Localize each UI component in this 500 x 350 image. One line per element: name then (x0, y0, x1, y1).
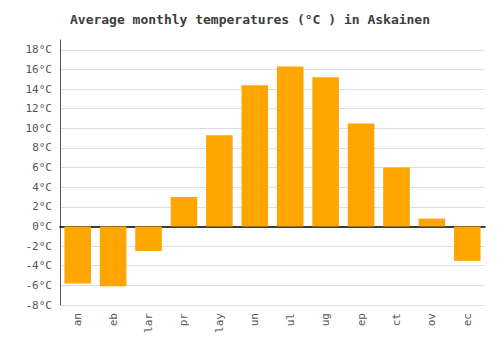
svg-text:eb: eb (107, 313, 120, 326)
svg-text:an: an (71, 313, 84, 326)
svg-text:lar: lar (142, 313, 155, 333)
svg-text:8°C: 8°C (32, 141, 52, 154)
svg-text:ct: ct (390, 313, 403, 326)
svg-text:-4°C: -4°C (26, 259, 53, 272)
svg-text:4°C: 4°C (32, 181, 52, 194)
svg-text:10°C: 10°C (26, 122, 53, 135)
svg-text:ep: ep (355, 313, 368, 326)
svg-text:0°C: 0°C (32, 220, 52, 233)
svg-text:16°C: 16°C (26, 63, 53, 76)
svg-text:14°C: 14°C (26, 83, 53, 96)
svg-text:18°C: 18°C (26, 43, 53, 56)
svg-text:-2°C: -2°C (26, 240, 53, 253)
svg-text:ul: ul (284, 313, 297, 326)
svg-text:6°C: 6°C (32, 161, 52, 174)
svg-text:pr: pr (177, 313, 190, 327)
svg-text:ov: ov (425, 313, 438, 327)
svg-text:12°C: 12°C (26, 102, 53, 115)
svg-text:-6°C: -6°C (26, 279, 53, 292)
svg-text:un: un (248, 313, 261, 326)
svg-text:lay: lay (213, 313, 226, 333)
svg-text:2°C: 2°C (32, 200, 52, 213)
svg-text:ec: ec (461, 313, 474, 326)
svg-text:-8°C: -8°C (26, 299, 53, 312)
svg-text:Average monthly temperatures (: Average monthly temperatures (°C ) in As… (70, 12, 430, 27)
svg-text:ug: ug (319, 313, 332, 326)
